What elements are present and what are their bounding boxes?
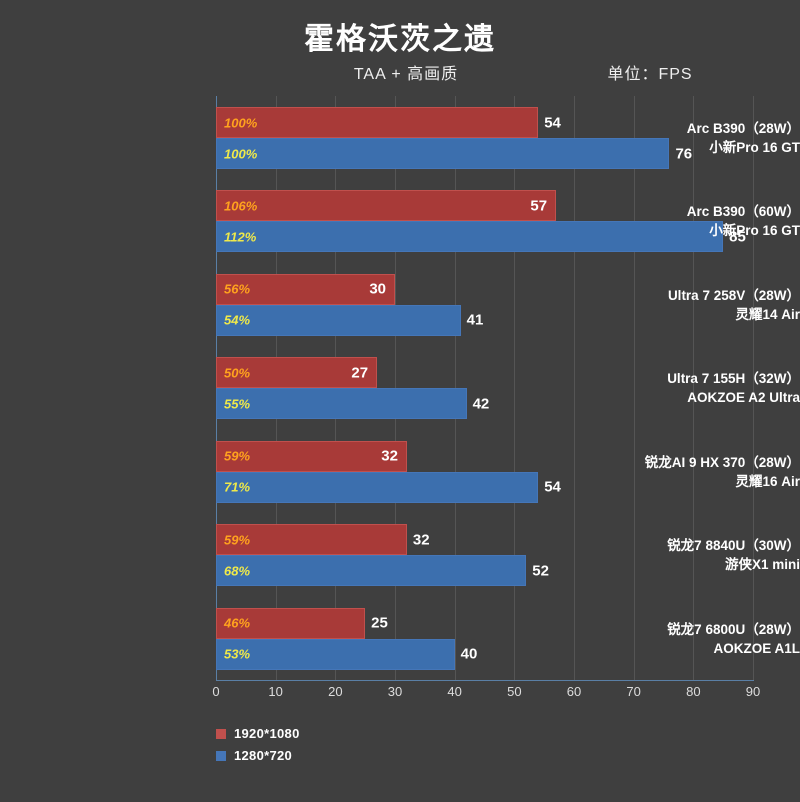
- category-label-6: 锐龙7 6800U（28W） AOKZOE A1L: [590, 620, 800, 658]
- category-label-line2: AOKZOE A2 Ultra: [687, 390, 800, 406]
- category-label-2: Ultra 7 258V（28W） 灵耀14 Air: [590, 286, 800, 324]
- bar-value-label: 27: [351, 364, 369, 382]
- bar-1-red[interactable]: 106% 57: [216, 190, 557, 222]
- bar-3-blue[interactable]: 55% 42: [216, 388, 489, 420]
- x-tick-label-60: 60: [566, 684, 582, 699]
- bar-value-label: 54: [544, 114, 561, 131]
- bar-value-label: 85: [729, 228, 746, 246]
- bar-percent-label: 112%: [224, 229, 257, 245]
- x-axis-line: [216, 680, 754, 681]
- gridline-70: [633, 96, 635, 680]
- bar-value-label: 32: [381, 447, 398, 465]
- category-label-line1: 锐龙AI 9 HX 370（28W）: [644, 454, 800, 470]
- legend-swatch-icon-red: [216, 728, 226, 739]
- x-tick-label-40: 40: [447, 684, 462, 699]
- legend-item-1280x720[interactable]: 1280*720: [216, 746, 300, 765]
- bar-6-blue[interactable]: 53% 40: [216, 638, 477, 670]
- bar-4-red[interactable]: 59% 32: [216, 440, 407, 472]
- gridline-80: [693, 96, 695, 680]
- category-label-line2: 小新Pro 16 GT: [709, 223, 800, 239]
- chart-unit-label: 单位：FPS: [607, 66, 693, 83]
- legend-swatch-icon-blue: [216, 750, 226, 761]
- category-label-line1: 锐龙7 8840U（30W）: [667, 538, 800, 554]
- bar-5-blue[interactable]: 68% 52: [216, 555, 549, 587]
- bar-value-label: 54: [544, 478, 561, 496]
- x-tick-label-0: 0: [212, 684, 220, 699]
- legend-label-1920x1080: 1920*1080: [234, 726, 300, 741]
- x-tick-label-20: 20: [328, 684, 343, 699]
- category-label-0: Arc B390（28W） 小新Pro 16 GT: [590, 119, 800, 157]
- category-label-line2: 灵耀16 Air: [735, 473, 800, 489]
- bar-percent-label: 106%: [224, 198, 258, 214]
- x-tick-label-10: 10: [268, 684, 283, 699]
- category-label-4: 锐龙AI 9 HX 370（28W） 灵耀16 Air: [590, 453, 800, 491]
- bar-4-blue[interactable]: 71% 54: [216, 471, 561, 503]
- category-label-line2: 灵耀14 Air: [735, 306, 800, 322]
- category-label-5: 锐龙7 8840U（30W） 游侠X1 mini: [590, 536, 800, 574]
- bar-percent-label: 50%: [224, 365, 251, 381]
- category-label-line1: Arc B390（60W）: [686, 204, 800, 220]
- legend-item-1920x1080[interactable]: 1920*1080: [216, 724, 300, 743]
- category-label-line2: AOKZOE A1L: [713, 640, 800, 656]
- category-label-line1: Ultra 7 258V（28W）: [667, 287, 800, 303]
- gridline-60: [574, 96, 575, 680]
- gridline-40: [454, 96, 456, 680]
- bar-value-label: 52: [532, 562, 549, 580]
- gridline-50: [514, 96, 516, 680]
- category-label-3: Ultra 7 155H（32W） AOKZOE A2 Ultra: [590, 369, 800, 407]
- bar-percent-label: 56%: [224, 281, 251, 297]
- gridline-90: [753, 96, 754, 680]
- chart-subtitle: TAA + 高画质: [353, 66, 459, 83]
- bar-value-label: 42: [472, 395, 490, 413]
- bar-percent-label: 59%: [224, 532, 251, 548]
- legend-label-1280x720: 1280*720: [234, 748, 293, 763]
- x-tick-label-70: 70: [626, 684, 641, 699]
- category-label-line1: Ultra 7 155H（32W）: [667, 371, 800, 387]
- bar-percent-label: 68%: [224, 563, 251, 579]
- bar-value-label: 41: [466, 311, 484, 329]
- bar-percent-label: 59%: [224, 448, 251, 464]
- bar-percent-label: 71%: [224, 479, 251, 495]
- category-label-line1: 锐龙7 6800U（28W）: [667, 621, 800, 637]
- bar-value-label: 30: [369, 280, 386, 298]
- category-label-1: Arc B390（60W） 小新Pro 16 GT: [590, 202, 800, 240]
- bar-1-blue[interactable]: 112% 85: [216, 221, 746, 253]
- bar-value-label: 76: [675, 145, 693, 162]
- bar-percent-label: 54%: [224, 312, 251, 328]
- bar-0-red[interactable]: 100% 54: [216, 107, 561, 138]
- bar-2-red[interactable]: 56% 30: [216, 273, 395, 305]
- x-tick-label-50: 50: [507, 684, 522, 699]
- bar-percent-label: 100%: [224, 146, 258, 161]
- gridline-30: [395, 96, 396, 680]
- chart-legend: 1920*1080 1280*720: [216, 724, 300, 768]
- category-label-line1: Arc B390（28W）: [686, 121, 800, 136]
- bar-3-red[interactable]: 50% 27: [216, 357, 378, 389]
- chart-title: 霍格沃茨之遗: [304, 23, 496, 56]
- x-tick-label-80: 80: [686, 684, 701, 699]
- bar-value-label: 25: [371, 614, 388, 632]
- bar-percent-label: 53%: [224, 646, 251, 662]
- bar-percent-label: 46%: [224, 615, 251, 631]
- bar-percent-label: 100%: [224, 115, 258, 130]
- bar-value-label: 32: [412, 531, 430, 549]
- category-label-line2: 游侠X1 mini: [724, 557, 800, 573]
- category-label-line2: 小新Pro 16 GT: [709, 140, 800, 155]
- bar-6-red[interactable]: 46% 25: [216, 607, 388, 639]
- bar-percent-label: 55%: [224, 396, 251, 412]
- bar-value-label: 57: [530, 197, 548, 215]
- plot-area: 100% 54 100% 76 106% 57 112% 85 56% 30 54% 41 50% 27 5…: [216, 96, 754, 680]
- x-tick-label-90: 90: [745, 684, 761, 699]
- x-tick-label-30: 30: [387, 684, 403, 699]
- bar-value-label: 40: [460, 645, 478, 663]
- bar-2-blue[interactable]: 54% 41: [216, 304, 483, 336]
- bar-0-blue[interactable]: 100% 76: [216, 138, 692, 169]
- bar-5-red[interactable]: 59% 32: [216, 524, 430, 556]
